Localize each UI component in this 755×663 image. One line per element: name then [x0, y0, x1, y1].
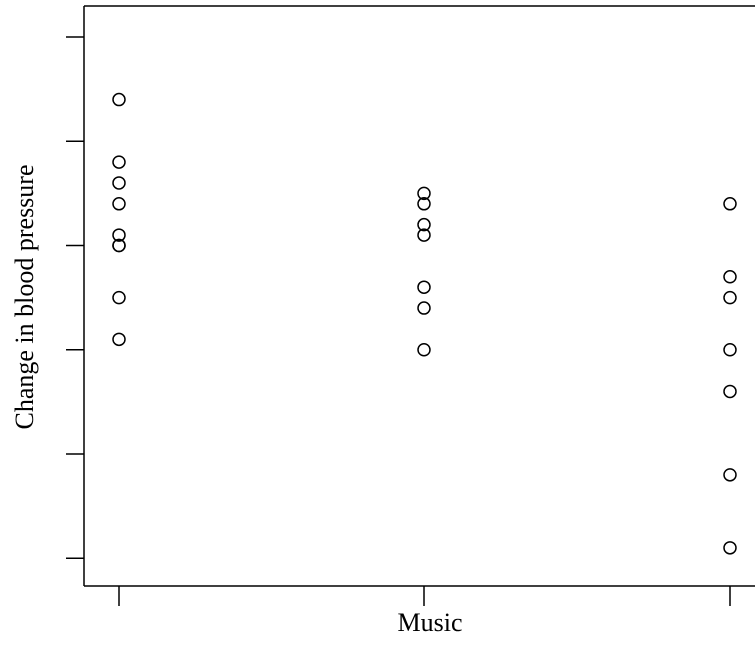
data-point-2-0 [723, 197, 737, 211]
data-point-0-1 [112, 155, 126, 169]
data-point-0-3 [112, 197, 126, 211]
data-point-2-1 [723, 270, 737, 284]
data-point-2-5 [723, 468, 737, 482]
data-point-1-3 [417, 228, 431, 242]
data-point-1-2 [417, 217, 431, 232]
data-point-1-5 [417, 301, 431, 315]
data-point-1-0 [417, 186, 431, 201]
data-point-2-3 [723, 343, 737, 357]
chart-points [112, 92, 737, 555]
data-point-0-5 [112, 228, 126, 242]
data-point-0-8 [112, 332, 126, 347]
data-point-0-6 [112, 238, 126, 253]
data-point-1-4 [417, 280, 431, 294]
data-point-2-6 [723, 541, 737, 555]
chart-axes [83, 5, 755, 587]
data-point-2-2 [723, 290, 737, 305]
data-point-1-1 [417, 197, 431, 211]
data-point-2-4 [723, 384, 737, 399]
data-point-0-2 [112, 176, 126, 190]
data-point-0-0 [112, 92, 126, 107]
data-point-0-7 [112, 290, 126, 305]
x-axis-label: Music [398, 608, 463, 637]
y-axis-label: Change in blood pressure [10, 164, 39, 429]
chart-ticks [66, 36, 731, 606]
data-point-1-6 [417, 343, 431, 357]
